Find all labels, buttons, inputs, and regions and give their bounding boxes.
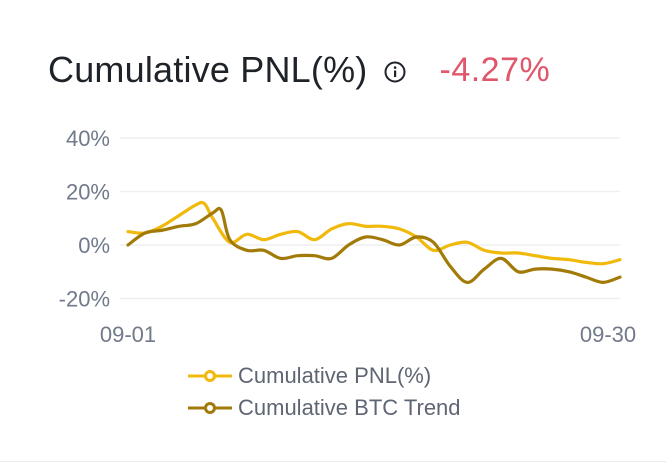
- x-tick-label-1: 09-30: [580, 322, 636, 347]
- series-line-pnl: [126, 200, 622, 266]
- info-circle-icon[interactable]: [384, 61, 406, 83]
- chart-legend: Cumulative PNL(%) Cumulative BTC Trend: [188, 360, 461, 424]
- x-tick-label-0: 09-01: [100, 322, 156, 347]
- legend-swatch-pnl: [188, 370, 232, 382]
- legend-label-pnl: Cumulative PNL(%): [238, 363, 432, 388]
- y-tick-label-0: 40%: [66, 126, 110, 151]
- legend-label-btc: Cumulative BTC Trend: [238, 395, 461, 420]
- page-title: Cumulative PNL(%): [48, 49, 368, 90]
- y-tick-label-2: 0%: [78, 233, 110, 258]
- y-tick-label-1: 20%: [66, 180, 110, 205]
- y-tick-label-3: -20%: [59, 287, 110, 312]
- legend-item-pnl[interactable]: Cumulative PNL(%): [188, 360, 461, 392]
- pnl-value: -4.27%: [439, 50, 551, 89]
- series-line-btc: [126, 206, 622, 284]
- legend-swatch-btc: [188, 402, 232, 414]
- legend-item-btc[interactable]: Cumulative BTC Trend: [188, 392, 461, 424]
- chart-header: Cumulative PNL(%) -4.27%: [48, 46, 550, 94]
